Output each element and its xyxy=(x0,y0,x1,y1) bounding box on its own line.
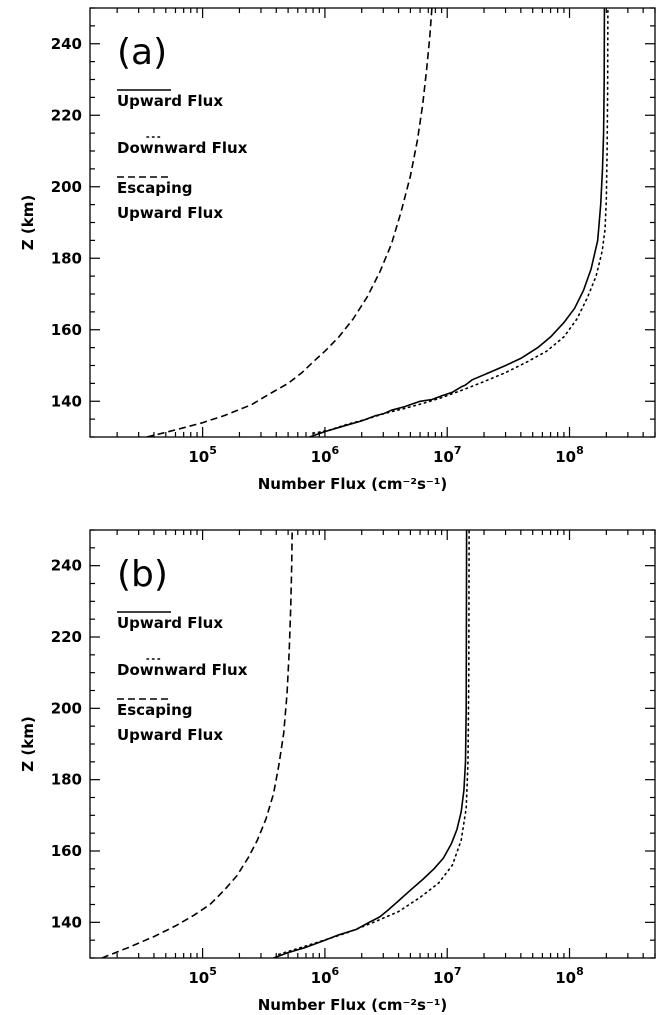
y-tick-label: 200 xyxy=(51,178,82,196)
panel-label: (b) xyxy=(117,554,168,595)
legend-label: Upward Flux xyxy=(117,614,223,632)
x-tick-label: 108 xyxy=(555,965,584,987)
x-tick-label: 107 xyxy=(433,965,462,987)
series-line-solid xyxy=(309,8,606,437)
y-tick-label: 220 xyxy=(51,106,82,124)
legend-label: Upward Flux xyxy=(117,726,223,744)
y-tick-label: 240 xyxy=(51,557,82,575)
y-tick-label: 220 xyxy=(51,628,82,646)
y-tick-label: 240 xyxy=(51,35,82,53)
panel-a: 140 160 180 200 220 240 105 106 107 108 Number Flu… xyxy=(19,7,656,493)
x-axis-title: Number Flux (cm⁻²s⁻¹) xyxy=(258,996,448,1014)
panel-b: 140 160 180 200 220 240 105 106 107 108 Number Flu… xyxy=(19,529,656,1014)
x-tick-label: 105 xyxy=(188,444,217,466)
x-axis-title: Number Flux (cm⁻²s⁻¹) xyxy=(258,475,448,493)
panel-label: (a) xyxy=(117,32,167,73)
y-tick-label: 160 xyxy=(51,321,82,339)
y-tick-label: 200 xyxy=(51,699,82,717)
y-axis-title: Z (km) xyxy=(19,195,37,250)
x-tick-label: 105 xyxy=(188,965,217,987)
y-tick-label: 140 xyxy=(51,392,82,410)
x-tick-label: 106 xyxy=(311,965,340,987)
y-tick-label: 160 xyxy=(51,842,82,860)
legend-label: Escaping xyxy=(117,179,192,197)
series-line-dashed xyxy=(146,8,433,437)
x-tick-label: 108 xyxy=(555,444,584,466)
series-line-dotted xyxy=(277,530,470,956)
legend-label: Upward Flux xyxy=(117,204,223,222)
x-tick-label: 106 xyxy=(311,444,340,466)
series-line-dotted xyxy=(312,8,609,435)
legend-label: Escaping xyxy=(117,701,192,719)
y-tick-label: 180 xyxy=(51,771,82,789)
series-line-solid xyxy=(273,530,468,958)
legend-label: Downward Flux xyxy=(117,661,248,679)
legend-label: Downward Flux xyxy=(117,139,248,157)
plot-frame xyxy=(89,529,656,959)
legend-label: Upward Flux xyxy=(117,92,223,110)
series-line-dashed xyxy=(101,530,293,958)
y-axis-title: Z (km) xyxy=(19,716,37,771)
y-tick-label: 140 xyxy=(51,913,82,931)
plot-frame xyxy=(89,7,656,438)
y-tick-label: 180 xyxy=(51,249,82,267)
x-tick-label: 107 xyxy=(433,444,462,466)
